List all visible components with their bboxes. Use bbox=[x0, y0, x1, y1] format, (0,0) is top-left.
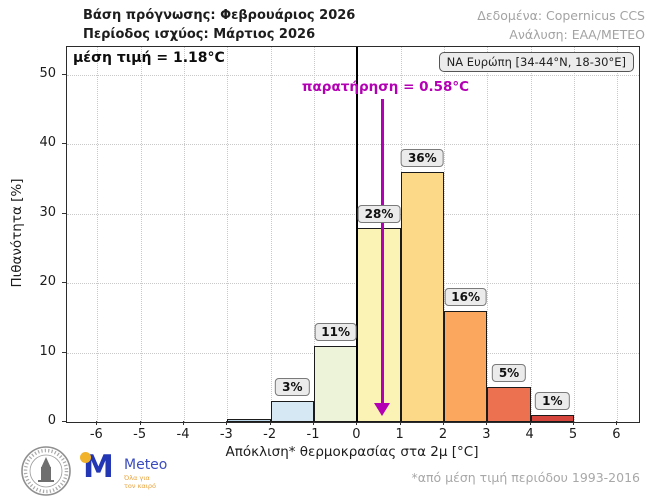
meteo-logo-text: Meteo bbox=[124, 457, 168, 473]
y-tick-mark bbox=[62, 73, 66, 75]
x-tick-label: 4 bbox=[525, 427, 534, 442]
histogram-bar bbox=[270, 401, 314, 422]
y-tick-mark bbox=[62, 351, 66, 353]
data-source-label: Δεδομένα: Copernicus CCS bbox=[477, 8, 645, 23]
observatory-seal-logo bbox=[21, 446, 71, 496]
bar-value-label: 3% bbox=[275, 378, 310, 397]
x-tick-label: -4 bbox=[176, 427, 190, 442]
h-gridline bbox=[67, 144, 639, 146]
v-gridline bbox=[530, 47, 532, 422]
y-axis-label: Πιθανότητα [%] bbox=[9, 178, 25, 288]
histogram-bar bbox=[227, 418, 271, 422]
observation-arrow-line bbox=[380, 99, 384, 405]
v-gridline bbox=[617, 47, 619, 422]
zero-reference-line bbox=[356, 47, 359, 422]
x-tick-mark bbox=[573, 421, 574, 425]
meteo-logo: M Meteo Όλα για τον καιρό bbox=[78, 448, 173, 496]
observation-label: παρατήρηση = 0.58°C bbox=[301, 79, 470, 95]
mean-value-label: μέση τιμή = 1.18°C bbox=[73, 50, 225, 66]
plot-area: μέση τιμή = 1.18°C ΝΑ Ευρώπη [34-44°N, 1… bbox=[66, 46, 640, 423]
h-gridline bbox=[67, 213, 639, 215]
forecast-base-label: Βάση πρόγνωσης: Φεβρουάριος 2026 bbox=[83, 8, 356, 23]
h-gridline bbox=[67, 74, 639, 76]
histogram-bar bbox=[357, 227, 401, 422]
analysis-source-label: Ανάλυση: ΕΑΑ/ΜΕΤΕΟ bbox=[509, 27, 645, 42]
bar-value-label: 1% bbox=[535, 392, 570, 411]
y-tick-label: 20 bbox=[39, 274, 56, 290]
v-gridline bbox=[314, 47, 315, 422]
v-gridline bbox=[227, 47, 229, 422]
v-gridline bbox=[97, 47, 99, 422]
x-tick-mark bbox=[313, 421, 314, 425]
h-gridline bbox=[67, 283, 639, 285]
v-gridline bbox=[270, 47, 272, 422]
y-tick-label: 0 bbox=[47, 413, 56, 428]
x-tick-label: 3 bbox=[482, 427, 491, 442]
x-tick-mark bbox=[269, 421, 271, 425]
y-tick-label: 10 bbox=[39, 343, 56, 359]
v-gridline bbox=[487, 47, 489, 422]
header-forecast-info: Βάση πρόγνωσης: Φεβρουάριος 2026 Περίοδο… bbox=[83, 6, 355, 44]
y-tick-mark bbox=[62, 143, 66, 145]
x-axis-label: Απόκλιση* θερμοκρασίας στα 2μ [°C] bbox=[225, 444, 479, 460]
x-tick-label: 5 bbox=[568, 427, 578, 442]
x-tick-label: 6 bbox=[612, 427, 621, 442]
forecast-valid-label: Περίοδος ισχύος: Μάρτιος 2026 bbox=[83, 27, 316, 42]
observation-arrowhead-icon bbox=[374, 403, 391, 416]
x-tick-label: -2 bbox=[263, 427, 277, 442]
x-tick-mark bbox=[96, 421, 98, 425]
bar-value-label: 28% bbox=[357, 204, 401, 223]
x-tick-mark bbox=[399, 421, 401, 425]
region-label: ΝΑ Ευρώπη [34-44°N, 18-30°E] bbox=[438, 52, 634, 72]
histogram-bar bbox=[487, 387, 531, 422]
x-tick-mark bbox=[443, 421, 444, 425]
x-tick-mark bbox=[529, 421, 531, 425]
x-tick-mark bbox=[356, 421, 358, 425]
x-tick-mark bbox=[616, 421, 618, 425]
header-source-info: Δεδομένα: Copernicus CCS Ανάλυση: ΕΑΑ/ΜΕ… bbox=[477, 6, 645, 44]
bar-value-label: 11% bbox=[314, 322, 358, 341]
bar-value-label: 5% bbox=[491, 364, 527, 383]
v-gridline bbox=[184, 47, 185, 422]
x-tick-mark bbox=[486, 421, 488, 425]
x-tick-label: -6 bbox=[89, 427, 103, 442]
v-gridline bbox=[574, 47, 575, 422]
footnote: *από μέση τιμή περιόδου 1993-2016 bbox=[411, 470, 641, 485]
x-tick-label: 2 bbox=[438, 427, 448, 442]
x-tick-label: 1 bbox=[395, 427, 404, 442]
meteo-dot-icon bbox=[80, 452, 91, 463]
v-gridline bbox=[444, 47, 445, 422]
x-tick-mark bbox=[226, 421, 228, 425]
x-tick-mark bbox=[139, 421, 141, 425]
v-gridline bbox=[140, 47, 142, 422]
x-tick-label: -3 bbox=[219, 427, 233, 442]
y-tick-mark bbox=[62, 282, 66, 284]
y-tick-label: 50 bbox=[39, 65, 56, 81]
x-tick-label: -1 bbox=[306, 427, 320, 442]
x-tick-label: -5 bbox=[133, 427, 147, 442]
y-tick-mark bbox=[62, 212, 66, 214]
y-tick-label: 30 bbox=[39, 204, 56, 220]
bar-value-label: 36% bbox=[400, 149, 444, 167]
y-tick-mark bbox=[62, 421, 66, 422]
meteo-tagline: Όλα για τον καιρό bbox=[124, 474, 157, 490]
x-tick-mark bbox=[183, 421, 184, 425]
histogram-bar bbox=[444, 310, 488, 422]
histogram-bar bbox=[530, 415, 574, 422]
histogram-bar bbox=[314, 345, 358, 422]
x-tick-label: 0 bbox=[352, 427, 361, 442]
bar-value-label: 16% bbox=[444, 287, 488, 306]
y-tick-label: 40 bbox=[39, 135, 56, 151]
histogram-bar bbox=[400, 172, 444, 422]
